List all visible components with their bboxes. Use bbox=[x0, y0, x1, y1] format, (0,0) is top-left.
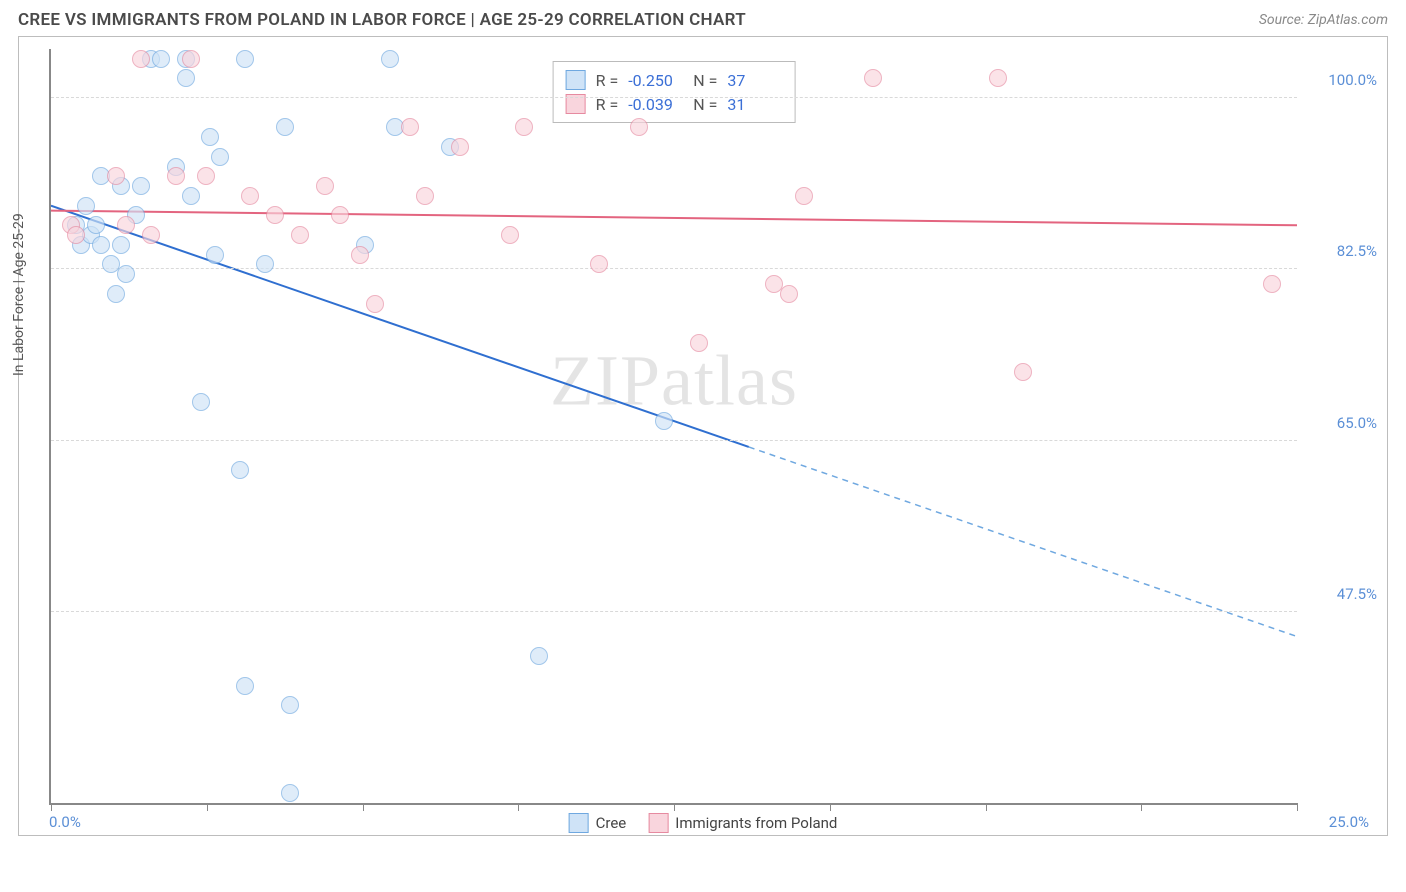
data-point bbox=[197, 167, 215, 185]
chart-container: In Labor Force | Age 25-29 ZIPatlas R =-… bbox=[18, 36, 1388, 836]
gridline-h bbox=[51, 97, 1297, 98]
chart-title: CREE VS IMMIGRANTS FROM POLAND IN LABOR … bbox=[18, 10, 746, 30]
data-point bbox=[206, 246, 224, 264]
data-point bbox=[211, 148, 229, 166]
data-point bbox=[266, 206, 284, 224]
data-point bbox=[515, 118, 533, 136]
data-point bbox=[331, 206, 349, 224]
x-tick bbox=[674, 803, 675, 811]
source-name: ZipAtlas.com bbox=[1308, 12, 1388, 28]
y-tick-label: 65.0% bbox=[1307, 414, 1377, 432]
legend-swatch bbox=[569, 813, 589, 833]
legend-label: Immigrants from Poland bbox=[675, 814, 837, 832]
data-point bbox=[112, 236, 130, 254]
data-point bbox=[1014, 363, 1032, 381]
y-tick-label: 82.5% bbox=[1307, 242, 1377, 260]
y-axis-title: In Labor Force | Age 25-29 bbox=[11, 213, 27, 376]
stats-row: R =-0.039N =31 bbox=[566, 92, 783, 116]
data-point bbox=[236, 677, 254, 695]
data-point bbox=[316, 177, 334, 195]
data-point bbox=[87, 216, 105, 234]
data-point bbox=[107, 167, 125, 185]
x-tick bbox=[986, 803, 987, 811]
data-point bbox=[236, 50, 254, 68]
stat-r-label: R = bbox=[596, 71, 619, 90]
legend-item: Cree bbox=[569, 813, 627, 833]
data-point bbox=[795, 187, 813, 205]
data-point bbox=[590, 255, 608, 273]
data-point bbox=[117, 216, 135, 234]
data-point bbox=[351, 246, 369, 264]
data-point bbox=[256, 255, 274, 273]
data-point bbox=[416, 187, 434, 205]
data-point bbox=[381, 50, 399, 68]
source-prefix: Source: bbox=[1259, 12, 1308, 28]
data-point bbox=[192, 393, 210, 411]
x-tick bbox=[1141, 803, 1142, 811]
data-point bbox=[142, 226, 160, 244]
data-point bbox=[780, 285, 798, 303]
x-tick bbox=[51, 803, 52, 811]
legend-item: Immigrants from Poland bbox=[648, 813, 837, 833]
data-point bbox=[201, 128, 219, 146]
data-point bbox=[241, 187, 259, 205]
y-tick-label: 100.0% bbox=[1307, 71, 1377, 89]
data-point bbox=[107, 285, 125, 303]
correlation-stats-box: R = -0.250 N = 37 R =-0.039N =31 bbox=[553, 61, 796, 123]
stat-n-label: N = bbox=[693, 71, 717, 90]
gridline-h bbox=[51, 440, 1297, 441]
y-tick-label: 47.5% bbox=[1307, 585, 1377, 603]
x-tick bbox=[207, 803, 208, 811]
data-point bbox=[177, 69, 195, 87]
data-point bbox=[630, 118, 648, 136]
data-point bbox=[77, 197, 95, 215]
data-point bbox=[152, 50, 170, 68]
header: CREE VS IMMIGRANTS FROM POLAND IN LABOR … bbox=[0, 0, 1406, 36]
data-point bbox=[281, 784, 299, 802]
data-point bbox=[182, 187, 200, 205]
gridline-h bbox=[51, 611, 1297, 612]
data-point bbox=[167, 167, 185, 185]
data-point bbox=[401, 118, 419, 136]
watermark-atlas: atlas bbox=[661, 340, 798, 420]
legend-swatch bbox=[648, 813, 668, 833]
x-axis-max-label: 25.0% bbox=[1329, 813, 1369, 831]
x-tick bbox=[1297, 803, 1298, 811]
data-point bbox=[690, 334, 708, 352]
series-legend: Cree Immigrants from Poland bbox=[569, 813, 838, 833]
watermark-zip: ZIP bbox=[550, 340, 661, 420]
data-point bbox=[451, 138, 469, 156]
watermark: ZIPatlas bbox=[550, 339, 798, 422]
data-point bbox=[1263, 275, 1281, 293]
plot-area: ZIPatlas R =-0.250N =37R =-0.039N =31 10… bbox=[49, 49, 1297, 805]
data-point bbox=[132, 50, 150, 68]
data-point bbox=[117, 265, 135, 283]
legend-label: Cree bbox=[596, 814, 627, 832]
data-point bbox=[281, 696, 299, 714]
data-point bbox=[67, 226, 85, 244]
x-axis-min-label: 0.0% bbox=[49, 813, 81, 831]
data-point bbox=[366, 295, 384, 313]
data-point bbox=[989, 69, 1007, 87]
stats-row: R = -0.250 N = 37 bbox=[566, 68, 783, 92]
data-point bbox=[231, 461, 249, 479]
data-point bbox=[501, 226, 519, 244]
data-point bbox=[864, 69, 882, 87]
x-tick bbox=[363, 803, 364, 811]
data-point bbox=[276, 118, 294, 136]
legend-swatch bbox=[566, 70, 586, 90]
x-tick bbox=[830, 803, 831, 811]
data-point bbox=[291, 226, 309, 244]
data-point bbox=[92, 236, 110, 254]
data-point bbox=[655, 412, 673, 430]
source-attribution: Source: ZipAtlas.com bbox=[1259, 12, 1388, 28]
x-tick bbox=[518, 803, 519, 811]
gridline-h bbox=[51, 268, 1297, 269]
data-point bbox=[132, 177, 150, 195]
data-point bbox=[182, 50, 200, 68]
data-point bbox=[530, 647, 548, 665]
stat-n-value: 37 bbox=[727, 71, 782, 90]
stat-r-value: -0.250 bbox=[628, 71, 683, 90]
